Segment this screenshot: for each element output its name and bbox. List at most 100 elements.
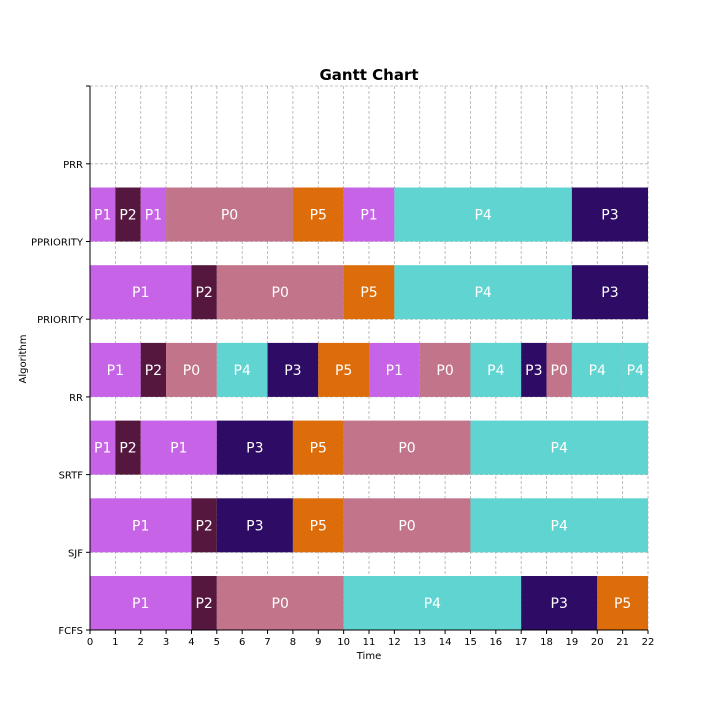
x-tick-label: 5 bbox=[214, 637, 220, 648]
gantt-bar-p3 bbox=[216, 420, 293, 475]
gantt-bar-label: P5 bbox=[335, 363, 352, 379]
gantt-bar-label: P5 bbox=[310, 208, 327, 224]
gantt-bar-p1 bbox=[90, 576, 192, 630]
gantt-bar-p3 bbox=[521, 342, 547, 397]
gantt-bar-p0 bbox=[166, 342, 217, 397]
gantt-bar-p4 bbox=[622, 342, 648, 397]
x-tick-label: 10 bbox=[337, 637, 350, 648]
x-tick-label: 11 bbox=[363, 637, 376, 648]
gantt-bar-label: P0 bbox=[272, 596, 289, 612]
gantt-bars: P1 P2 P0 P4 P3 P5 P1 P2 P3 P5 P0 P4 P1 P2 P1 P3 P5 P0 P4 P1… bbox=[90, 187, 648, 630]
x-tick-label: 4 bbox=[188, 637, 194, 648]
x-tick-label: 3 bbox=[163, 637, 169, 648]
gantt-bar-label: P0 bbox=[183, 363, 200, 379]
gantt-bar-p0 bbox=[343, 420, 471, 475]
gantt-bar-p4 bbox=[394, 265, 572, 320]
x-tick-label: 18 bbox=[540, 637, 553, 648]
y-tick-label: SJF bbox=[68, 548, 83, 559]
gantt-bar-label: P4 bbox=[551, 441, 568, 457]
gantt-bar-p1 bbox=[90, 420, 116, 475]
gantt-bar-label: P3 bbox=[525, 363, 542, 379]
gantt-bar-p5 bbox=[597, 576, 648, 630]
gantt-bar-p5 bbox=[292, 187, 344, 242]
gantt-bar-p1 bbox=[343, 187, 395, 242]
x-tick-label: 17 bbox=[515, 637, 528, 648]
gantt-bar-p0 bbox=[419, 342, 471, 397]
axes: 0 1 2 3 4 5 6 7 8 9 10 11 12 13 14 15 16 17 18 19 20 21 22FCFS… bbox=[31, 85, 654, 648]
gantt-bar-p2 bbox=[140, 342, 167, 397]
gantt-bar-label: P4 bbox=[474, 208, 491, 224]
y-tick-label: SRTF bbox=[59, 471, 84, 482]
x-tick-label: 9 bbox=[315, 637, 321, 648]
gantt-bar-p0 bbox=[343, 498, 471, 553]
gantt-bar-label: P2 bbox=[195, 518, 212, 534]
x-tick-label: 21 bbox=[616, 637, 629, 648]
gantt-bar-p1 bbox=[140, 420, 217, 475]
gantt-bar-p5 bbox=[292, 420, 344, 475]
y-tick-label: FCFS bbox=[58, 626, 83, 637]
gantt-bar-p1 bbox=[90, 187, 116, 242]
gantt-bar-p2 bbox=[191, 498, 217, 553]
x-tick-label: 7 bbox=[264, 637, 270, 648]
gantt-bar-label: P1 bbox=[107, 363, 124, 379]
x-tick-label: 0 bbox=[87, 637, 93, 648]
x-tick-label: 20 bbox=[591, 637, 604, 648]
gantt-bar-label: P1 bbox=[94, 441, 111, 457]
gantt-bar-label: P0 bbox=[221, 208, 238, 224]
gantt-bar-label: P4 bbox=[424, 596, 441, 612]
gantt-bar-p1 bbox=[90, 498, 192, 553]
gantt-bar-label: P4 bbox=[551, 518, 568, 534]
gantt-bar-label: P2 bbox=[195, 285, 212, 301]
x-axis-label: Time bbox=[356, 651, 381, 662]
gantt-bar-label: P4 bbox=[589, 363, 606, 379]
gantt-bar-label: P5 bbox=[360, 285, 377, 301]
gantt-bar-p4 bbox=[216, 342, 268, 397]
gantt-bar-label: P2 bbox=[119, 208, 136, 224]
y-tick-label: PPRIORITY bbox=[31, 238, 84, 249]
gantt-bar-label: P1 bbox=[94, 208, 111, 224]
y-tick-label: RR bbox=[69, 393, 83, 404]
gantt-bar-label: P3 bbox=[601, 285, 618, 301]
x-tick-label: 1 bbox=[112, 637, 118, 648]
gantt-bar-label: P2 bbox=[119, 441, 136, 457]
gantt-bar-label: P3 bbox=[284, 363, 301, 379]
x-tick-label: 12 bbox=[388, 637, 401, 648]
gantt-bar-label: P0 bbox=[551, 363, 568, 379]
y-axis-label: Algorithm bbox=[18, 335, 29, 384]
gantt-bar-label: P2 bbox=[195, 596, 212, 612]
gantt-bar-label: P1 bbox=[132, 596, 149, 612]
gantt-bar-label: P1 bbox=[145, 208, 162, 224]
gantt-bar-label: P4 bbox=[627, 363, 644, 379]
gantt-bar-label: P0 bbox=[398, 441, 415, 457]
gantt-bar-p0 bbox=[166, 187, 293, 242]
gantt-bar-label: P3 bbox=[246, 441, 263, 457]
x-tick-label: 13 bbox=[413, 637, 426, 648]
gantt-bar-label: P4 bbox=[474, 285, 491, 301]
gantt-bar-p2 bbox=[191, 576, 217, 630]
gantt-bar-p2 bbox=[115, 420, 141, 475]
gantt-bar-p4 bbox=[470, 420, 648, 475]
gantt-bar-p1 bbox=[90, 265, 192, 320]
x-tick-label: 16 bbox=[489, 637, 502, 648]
gantt-bar-p0 bbox=[216, 576, 344, 630]
gantt-bar-p1 bbox=[369, 342, 420, 397]
x-tick-label: 8 bbox=[290, 637, 296, 648]
y-tick-label: PRIORITY bbox=[37, 315, 84, 326]
x-tick-label: 19 bbox=[566, 637, 579, 648]
x-tick-label: 15 bbox=[464, 637, 477, 648]
gantt-bar-p1 bbox=[140, 187, 167, 242]
gantt-bar-label: P3 bbox=[551, 596, 568, 612]
gantt-bar-label: P4 bbox=[487, 363, 504, 379]
gantt-bar-p4 bbox=[394, 187, 572, 242]
gantt-bar-p3 bbox=[267, 342, 319, 397]
gantt-bar-p5 bbox=[318, 342, 369, 397]
gantt-bar-p3 bbox=[571, 265, 648, 320]
chart-title: Gantt Chart bbox=[319, 66, 418, 84]
gantt-bar-p0 bbox=[546, 342, 572, 397]
gantt-bar-p2 bbox=[191, 265, 217, 320]
gantt-bar-label: P3 bbox=[601, 208, 618, 224]
gantt-bar-p0 bbox=[216, 265, 344, 320]
gantt-bar-p3 bbox=[521, 576, 598, 630]
gantt-bar-label: P0 bbox=[398, 518, 415, 534]
